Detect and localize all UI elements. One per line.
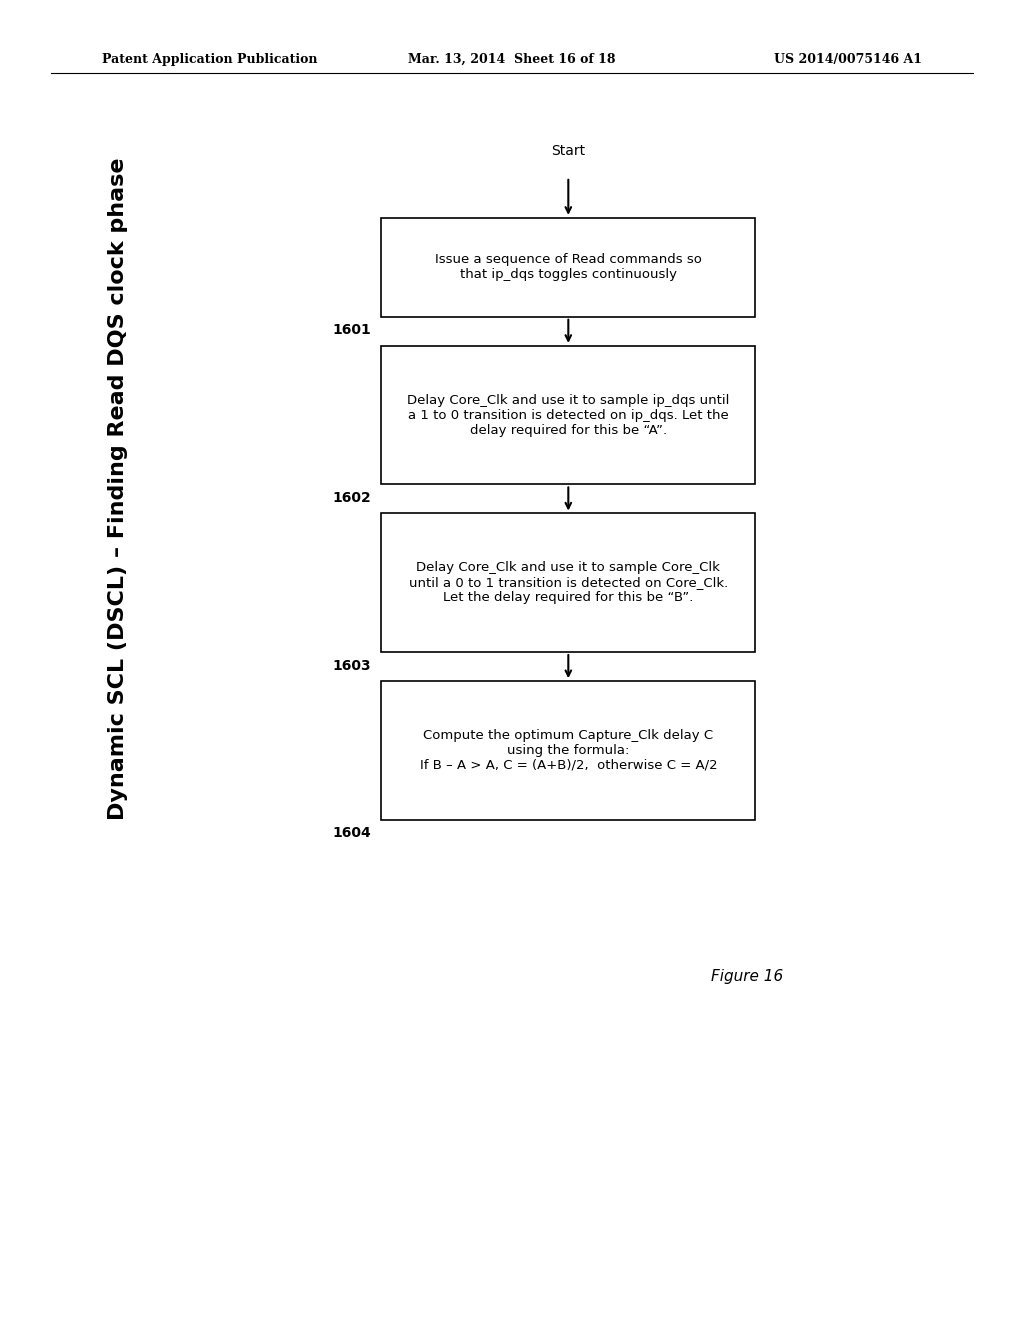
Text: US 2014/0075146 A1: US 2014/0075146 A1: [773, 53, 922, 66]
Text: Figure 16: Figure 16: [712, 969, 783, 985]
Text: Issue a sequence of Read commands so
that ip_dqs toggles continuously: Issue a sequence of Read commands so tha…: [435, 253, 701, 281]
Text: 1602: 1602: [333, 491, 372, 506]
Bar: [382, 346, 756, 484]
Text: Delay Core_Clk and use it to sample Core_Clk
until a 0 to 1 transition is detect: Delay Core_Clk and use it to sample Core…: [409, 561, 728, 605]
Text: 1604: 1604: [333, 826, 372, 841]
Bar: [382, 681, 756, 820]
Text: Compute the optimum Capture_Clk delay C
using the formula:
If B – A > A, C = (A+: Compute the optimum Capture_Clk delay C …: [420, 729, 717, 772]
Text: Dynamic SCL (DSCL) – Finding Read DQS clock phase: Dynamic SCL (DSCL) – Finding Read DQS cl…: [108, 157, 128, 820]
Text: 1603: 1603: [333, 659, 372, 673]
Text: 1601: 1601: [333, 323, 372, 338]
Text: Patent Application Publication: Patent Application Publication: [102, 53, 317, 66]
Bar: [382, 218, 756, 317]
Text: Mar. 13, 2014  Sheet 16 of 18: Mar. 13, 2014 Sheet 16 of 18: [409, 53, 615, 66]
Bar: [382, 513, 756, 652]
Text: Start: Start: [551, 144, 586, 158]
Text: Delay Core_Clk and use it to sample ip_dqs until
a 1 to 0 transition is detected: Delay Core_Clk and use it to sample ip_d…: [408, 393, 729, 437]
